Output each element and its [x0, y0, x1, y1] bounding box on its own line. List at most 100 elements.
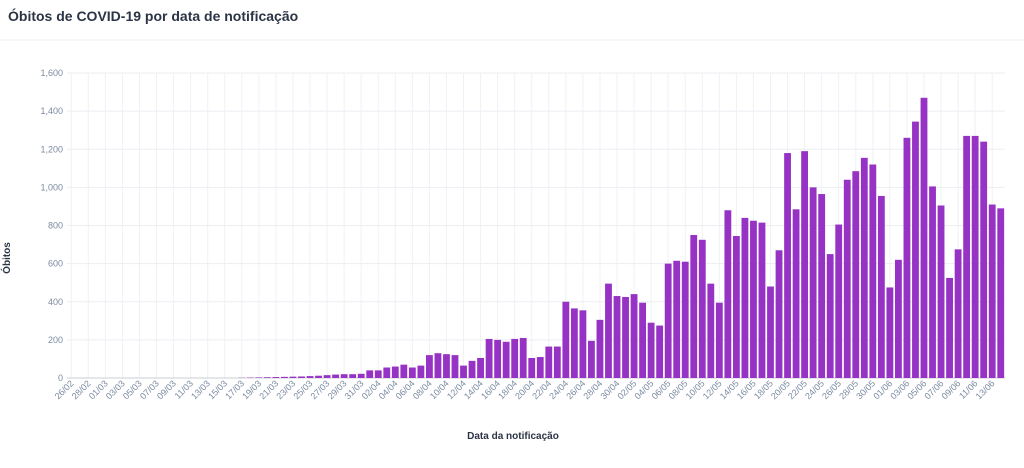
bar: [988, 204, 996, 378]
bar: [912, 121, 919, 378]
bar: [877, 195, 885, 378]
bar: [562, 301, 570, 378]
bar: [306, 376, 314, 378]
bar: [400, 364, 408, 378]
bar: [477, 357, 484, 378]
bar: [579, 310, 587, 378]
bar: [963, 135, 971, 378]
bar: [366, 370, 374, 378]
bar: [835, 224, 843, 378]
bar: [425, 355, 433, 378]
bar: [639, 302, 647, 378]
bar: [494, 339, 502, 378]
bar: [272, 377, 280, 378]
x-tick-label: 09/06: [940, 378, 963, 401]
bar: [954, 249, 962, 378]
bar: [784, 153, 791, 378]
bar: [698, 239, 706, 378]
bar: [289, 376, 297, 378]
bar: [758, 222, 766, 378]
y-tick-label: 1,200: [40, 144, 63, 154]
bar: [383, 367, 391, 378]
bar: [750, 220, 757, 378]
bar: [664, 263, 672, 378]
bar: [315, 375, 322, 378]
bar: [408, 367, 416, 378]
bar: [298, 376, 305, 378]
y-tick-label: 1,000: [40, 182, 63, 192]
y-tick-label: 400: [48, 297, 63, 307]
bar: [340, 374, 348, 378]
bar: [715, 302, 723, 378]
bar: [869, 164, 877, 378]
bar: [374, 370, 382, 378]
y-tick-label: 1,400: [40, 106, 63, 116]
bar: [263, 377, 271, 378]
bar: [332, 374, 340, 378]
bar: [511, 338, 519, 378]
y-axis-label: Óbitos: [0, 242, 13, 274]
bar: [920, 97, 928, 378]
bar: [724, 210, 732, 378]
bar: [468, 360, 476, 378]
bar: [485, 338, 493, 378]
bar: [741, 217, 749, 378]
bar: [588, 340, 595, 378]
x-tick-label: 13/06: [974, 378, 997, 401]
y-tick-label: 200: [48, 335, 63, 345]
bar: [792, 209, 800, 378]
bar: [656, 325, 664, 378]
y-tick-label: 600: [48, 259, 63, 269]
bar: [630, 294, 638, 378]
bar: [417, 365, 425, 378]
bar: [937, 205, 945, 378]
bar: [553, 346, 561, 378]
bar: [886, 287, 894, 378]
bar: [647, 322, 655, 378]
bar: [732, 235, 740, 378]
x-tick-label: 09/03: [155, 378, 178, 401]
bar: [528, 357, 536, 378]
bar: [707, 283, 715, 378]
bar: [673, 260, 681, 378]
bar: [605, 283, 612, 378]
bar: [349, 374, 357, 378]
bar: [690, 235, 698, 378]
bar: [852, 171, 860, 378]
bar: [502, 341, 510, 378]
bar: [801, 151, 809, 378]
bar: [681, 261, 689, 378]
y-tick-label: 1,600: [40, 68, 63, 78]
bar: [818, 194, 826, 378]
bar: [451, 355, 459, 378]
bar: [323, 375, 331, 378]
bar: [596, 319, 604, 378]
bar: [460, 365, 467, 378]
bar: [903, 137, 911, 378]
bar: [767, 286, 774, 378]
bar: [809, 187, 817, 378]
bar: [391, 366, 399, 378]
chart-title: Óbitos de COVID-19 por data de notificaç…: [8, 7, 298, 24]
y-tick-label: 0: [58, 373, 63, 383]
bar: [622, 296, 629, 378]
bar: [434, 353, 442, 378]
bar: [570, 308, 578, 378]
bar: [613, 296, 621, 378]
bar: [443, 354, 450, 378]
bar: [545, 346, 553, 378]
bar: [826, 254, 834, 378]
y-tick-label: 800: [48, 221, 63, 231]
bar: [946, 277, 953, 378]
bar: [860, 157, 868, 378]
bar: [980, 141, 988, 378]
bar: [255, 377, 263, 378]
bar: [971, 135, 979, 378]
bar: [929, 186, 936, 378]
bar: [357, 373, 365, 378]
bar: [519, 337, 527, 378]
bar: [843, 179, 851, 378]
bar: [894, 259, 902, 378]
bar: [281, 376, 288, 378]
